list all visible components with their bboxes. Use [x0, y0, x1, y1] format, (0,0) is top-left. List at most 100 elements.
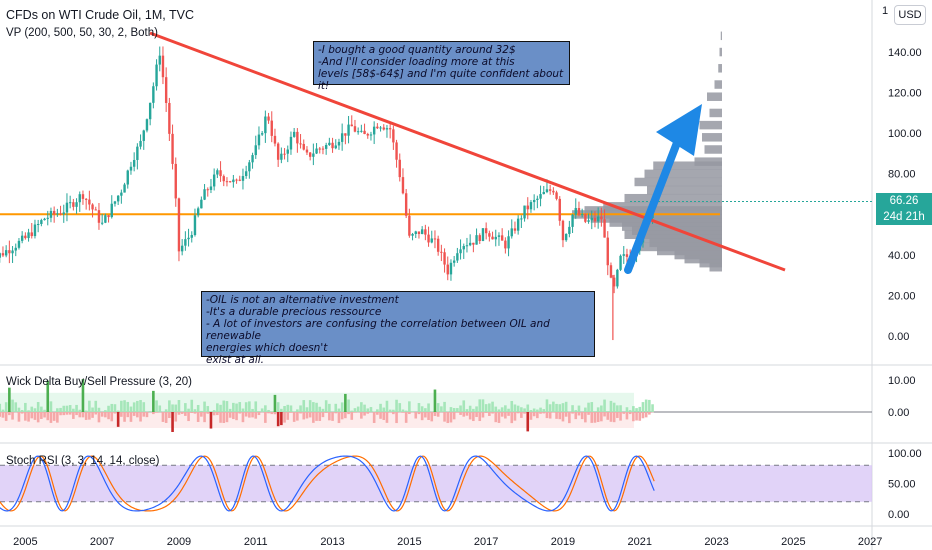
volume-profile-bar: [699, 120, 722, 130]
wick-sell-bar: [184, 412, 187, 416]
wick-sell-bar: [497, 412, 501, 423]
wick-sell-bar: [228, 412, 232, 418]
wick-buy-bar: [449, 407, 453, 412]
wick-sell-bar: [552, 412, 555, 413]
candle-body: [264, 116, 267, 134]
candle-body: [4, 250, 8, 256]
wick-sell-bar: [84, 412, 88, 420]
wick-buy-bar: [632, 406, 635, 412]
wick-buy-bar: [420, 406, 424, 412]
wick-buy-bar: [635, 408, 638, 412]
candle-body: [244, 171, 248, 177]
currency-button[interactable]: USD: [894, 5, 926, 25]
candle-body: [385, 128, 389, 130]
wick-buy-bar: [225, 401, 229, 412]
candle-body: [484, 228, 488, 234]
volume-profile-bar: [714, 80, 722, 89]
wick-buy-bar: [475, 406, 478, 412]
wick-sell-bar: [1, 412, 5, 418]
volume-profile-bar: [653, 161, 722, 170]
time-axis-tick: 2019: [551, 536, 575, 548]
wick-sell-bar: [628, 412, 632, 415]
wick-sell-bar: [500, 412, 504, 417]
candle-body: [308, 152, 312, 157]
candle-body: [372, 126, 376, 135]
wick-sell-bar: [174, 412, 178, 422]
candle-body: [616, 269, 619, 287]
wick-buy-bar: [536, 409, 539, 412]
wick-sell-bar: [504, 412, 507, 419]
wick-buy-bar: [222, 400, 226, 412]
wick-sell-bar: [360, 412, 363, 419]
wick-buy-bar: [126, 401, 130, 412]
price-axis-tick: 120.00: [888, 87, 922, 99]
candle-body: [494, 236, 497, 240]
wick-sell-bar: [385, 412, 389, 423]
wick-sell-bar: [644, 412, 648, 418]
candle-body: [260, 133, 264, 135]
candle-body: [334, 145, 337, 149]
wick-buy-bar: [30, 406, 34, 412]
candle-body: [161, 55, 165, 78]
wick-buy-bar: [289, 405, 293, 412]
wick-buy-bar: [209, 411, 213, 412]
candle-body: [302, 143, 305, 150]
wick-sell-bar: [577, 412, 581, 416]
wick-buy-bar: [164, 409, 168, 412]
candle-body: [443, 252, 446, 265]
wick-buy-bar: [75, 404, 78, 412]
candle-body: [123, 184, 126, 193]
wick-buy-bar: [11, 399, 14, 412]
candle-body: [481, 228, 485, 241]
candle-body: [120, 192, 123, 196]
candle-body: [318, 148, 321, 150]
wick-buy-bar: [248, 401, 251, 412]
note-top[interactable]: -I bought a good quantity around 32$ -An…: [313, 41, 570, 92]
wick-sell-bar: [209, 412, 213, 429]
candle-body: [49, 210, 53, 218]
wick-buy-bar: [552, 401, 555, 412]
wick-sell-bar: [8, 412, 11, 416]
wick-buy-bar: [228, 408, 232, 412]
wick-sell-bar: [164, 412, 168, 423]
wick-buy-bar: [340, 402, 344, 412]
note-bottom[interactable]: -OIL is not an alternative investment -I…: [201, 291, 595, 366]
wick-sell-bar: [100, 412, 104, 417]
wick-sell-bar: [132, 412, 136, 416]
wick-buy-bar: [417, 403, 421, 412]
wick-sell-bar: [372, 412, 376, 423]
candle-body: [52, 210, 56, 215]
wick-sell-bar: [459, 412, 462, 415]
wick-sell-bar: [286, 412, 290, 420]
wick-buy-bar: [395, 399, 398, 412]
candle-body: [267, 116, 270, 121]
wick-delta-label[interactable]: Wick Delta Buy/Sell Pressure (3, 20): [6, 376, 192, 388]
wick-buy-bar: [529, 410, 533, 412]
candle-body: [312, 153, 315, 157]
candle-body: [619, 255, 622, 270]
candle-body: [580, 214, 584, 216]
wick-sell-bar: [81, 412, 85, 418]
wick-buy-bar: [244, 402, 248, 412]
candle-body: [75, 202, 78, 207]
projection-arrow-shaft: [624, 131, 684, 274]
candle-body: [536, 198, 539, 200]
candle-body: [523, 205, 526, 219]
wick-sell-bar: [24, 412, 27, 421]
wick-buy-bar: [59, 407, 62, 412]
wick-buy-bar: [478, 399, 482, 412]
wick-sell-bar: [641, 412, 645, 419]
candle-body: [110, 203, 113, 218]
wick-sell-bar: [139, 412, 142, 422]
wick-sell-bar: [635, 412, 638, 421]
candle-body: [248, 162, 251, 172]
candle-body: [280, 153, 283, 160]
wick-sell-bar: [600, 412, 603, 422]
wick-sell-bar: [548, 412, 552, 419]
vp-indicator-label[interactable]: VP (200, 500, 50, 30, 2, Both): [6, 27, 158, 39]
stoch-rsi-label[interactable]: Stoch RSI (3, 3, 14, 14, close): [6, 455, 160, 467]
candle-body: [283, 153, 286, 155]
wick-buy-bar: [56, 408, 59, 412]
candle-body: [468, 242, 472, 246]
